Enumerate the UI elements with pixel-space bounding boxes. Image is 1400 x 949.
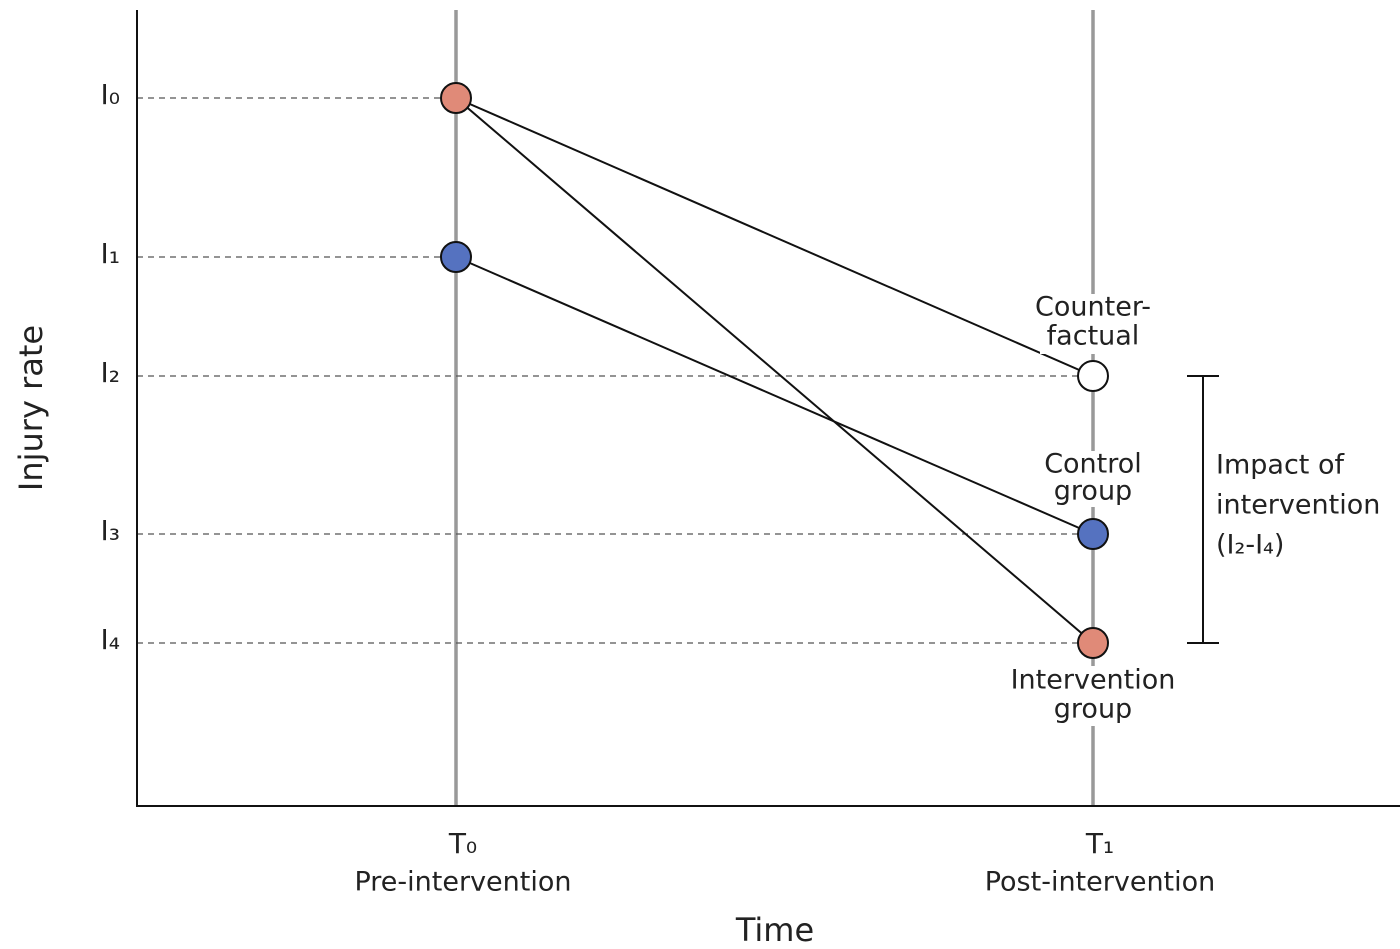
time-caption: Pre-intervention	[354, 867, 571, 898]
point-label: Counter-	[1035, 292, 1151, 323]
impact-label: Impact of	[1216, 450, 1345, 481]
point-counterfactual	[1077, 360, 1109, 392]
label-bg	[1010, 666, 1178, 726]
time-label: T₁	[1085, 827, 1114, 860]
impact-label: (I₂-I₄)	[1216, 530, 1284, 561]
point-control	[440, 241, 472, 273]
y-axis-title: Injury rate	[12, 325, 50, 491]
time-caption: Post-intervention	[985, 867, 1216, 898]
point-label: factual	[1047, 321, 1140, 352]
x-axis-title: Time	[735, 911, 814, 949]
connector	[455, 97, 1094, 644]
label-bg	[1040, 451, 1146, 507]
point-label: Control	[1044, 449, 1142, 480]
connector	[455, 97, 1094, 377]
y-level-label: I₂	[101, 356, 120, 389]
impact-label: intervention	[1216, 490, 1380, 521]
time-label: T₀	[448, 827, 477, 860]
connector	[455, 256, 1094, 535]
y-level-label: I₄	[101, 623, 120, 656]
point-control	[1077, 518, 1109, 550]
point-intervention	[440, 82, 472, 114]
point-intervention	[1077, 627, 1109, 659]
point-label: group	[1054, 694, 1132, 725]
point-label: group	[1054, 476, 1132, 507]
label-bg	[1040, 294, 1146, 354]
point-label: Intervention	[1011, 665, 1176, 696]
y-level-label: I₁	[101, 237, 120, 270]
y-level-label: I₃	[101, 514, 120, 547]
y-level-label: I₀	[101, 78, 120, 111]
